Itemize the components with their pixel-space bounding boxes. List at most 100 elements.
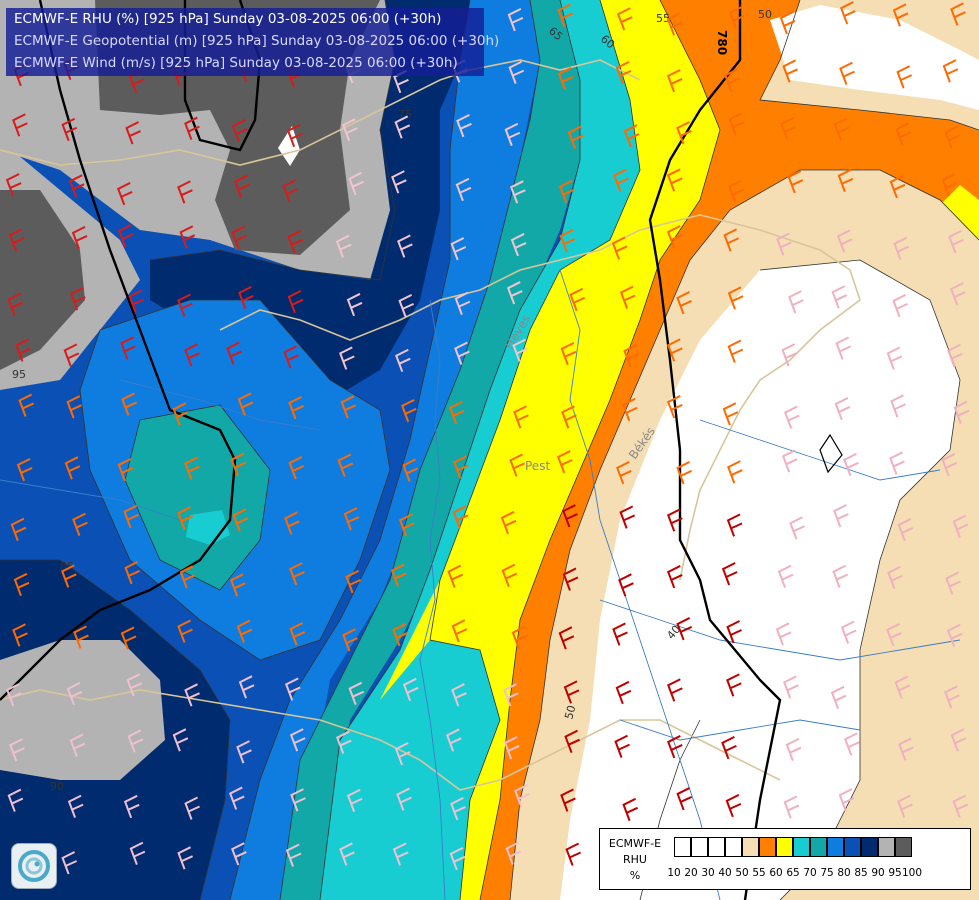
wind-barbs	[5, 1, 970, 875]
rh-60-65-area-east	[935, 185, 979, 240]
legend-swatch	[793, 837, 810, 857]
wind-barb	[895, 122, 912, 146]
wind-barb	[390, 563, 407, 587]
wind-barb	[13, 572, 30, 597]
wind-barb	[455, 177, 472, 202]
wind-barb	[448, 400, 465, 425]
wind-barb	[401, 398, 417, 423]
wind-barb	[453, 455, 469, 479]
wind-barb	[391, 170, 407, 194]
wind-barb	[120, 626, 137, 650]
wind-barb	[510, 233, 527, 257]
wind-barb	[727, 339, 744, 363]
wind-barb	[562, 504, 578, 528]
wind-barb	[70, 287, 86, 311]
wind-barb	[676, 617, 693, 641]
wind-barb	[509, 180, 526, 204]
wind-barb	[120, 336, 136, 360]
wind-barb	[726, 513, 743, 537]
wind-barb	[5, 683, 22, 707]
legend-title-unit: %	[629, 869, 641, 882]
wind-barb	[618, 573, 634, 597]
wind-barb	[666, 565, 683, 589]
wind-barb	[335, 234, 352, 258]
wind-barb	[728, 5, 745, 30]
wind-barb	[563, 680, 580, 704]
wind-barb	[7, 788, 24, 812]
wind-barb	[667, 735, 683, 759]
wind-barb	[787, 170, 804, 194]
legend-tick-label: 90	[871, 867, 885, 879]
wind-barb	[288, 456, 305, 480]
wind-barb	[228, 786, 245, 810]
wind-barb	[12, 623, 28, 647]
wind-barb	[839, 1, 856, 25]
wind-barb	[556, 450, 573, 474]
wind-barb	[666, 508, 683, 532]
wind-barb	[840, 620, 857, 644]
wind-barb	[941, 173, 958, 197]
wind-barb	[501, 563, 518, 587]
wind-barb	[184, 116, 200, 140]
wind-barb	[893, 236, 909, 261]
contour-label: 75	[398, 108, 412, 121]
wind-barb	[945, 571, 961, 595]
wind-barb	[342, 628, 358, 652]
wind-barb	[8, 228, 25, 252]
wind-barb	[724, 68, 740, 92]
legend-swatch	[878, 837, 895, 857]
wind-barb	[128, 289, 145, 313]
legend-tick-label: 50	[735, 867, 749, 879]
legend-swatch	[844, 837, 861, 857]
wind-barb	[514, 784, 530, 808]
wind-barb	[781, 449, 798, 473]
wind-barb	[623, 344, 639, 368]
wind-barb	[833, 117, 850, 141]
legend-swatch	[759, 837, 776, 857]
wind-barb	[236, 740, 252, 764]
contour-label: 95	[12, 368, 26, 381]
wind-barb	[184, 343, 200, 367]
wind-barb	[177, 180, 193, 204]
wind-barb	[506, 281, 523, 305]
wind-barb	[447, 564, 464, 588]
wind-barb	[783, 795, 800, 819]
wind-barb	[612, 622, 628, 646]
wind-barb	[947, 343, 963, 368]
wind-barb	[179, 225, 196, 249]
wind-barb	[129, 841, 146, 865]
wind-barb	[728, 179, 744, 203]
wind-barb	[944, 685, 960, 709]
wind-barb	[237, 392, 254, 416]
wind-barb	[616, 461, 632, 485]
wind-barb	[560, 788, 576, 812]
wind-barb	[781, 343, 798, 367]
wind-barb	[394, 742, 411, 766]
wind-barb	[342, 118, 358, 142]
wind-barb	[676, 121, 692, 145]
wind-barb	[282, 179, 299, 203]
wind-barb	[61, 851, 78, 875]
wind-barb	[953, 400, 970, 425]
wind-barb	[238, 675, 255, 699]
wind-barb	[897, 794, 913, 818]
legend-swatch	[691, 837, 708, 857]
wind-barb	[952, 794, 969, 818]
legend-swatch	[708, 837, 725, 857]
wind-barb	[340, 395, 357, 419]
wind-barb	[561, 405, 577, 429]
wind-barb	[177, 846, 193, 870]
wind-barb	[71, 226, 88, 250]
wind-barb	[509, 453, 525, 477]
rh-below-50-area-ne	[770, 5, 979, 110]
wind-barb	[73, 625, 89, 649]
wind-barb	[666, 338, 683, 362]
legend-tick-label: 100	[901, 867, 923, 879]
wind-barb	[172, 402, 189, 426]
wind-barb	[398, 293, 415, 318]
rh-55-60-area-band	[480, 0, 979, 900]
wind-barb	[231, 119, 248, 143]
contour-label: 50	[562, 704, 578, 721]
geopotential-value-label: 780	[715, 30, 729, 55]
